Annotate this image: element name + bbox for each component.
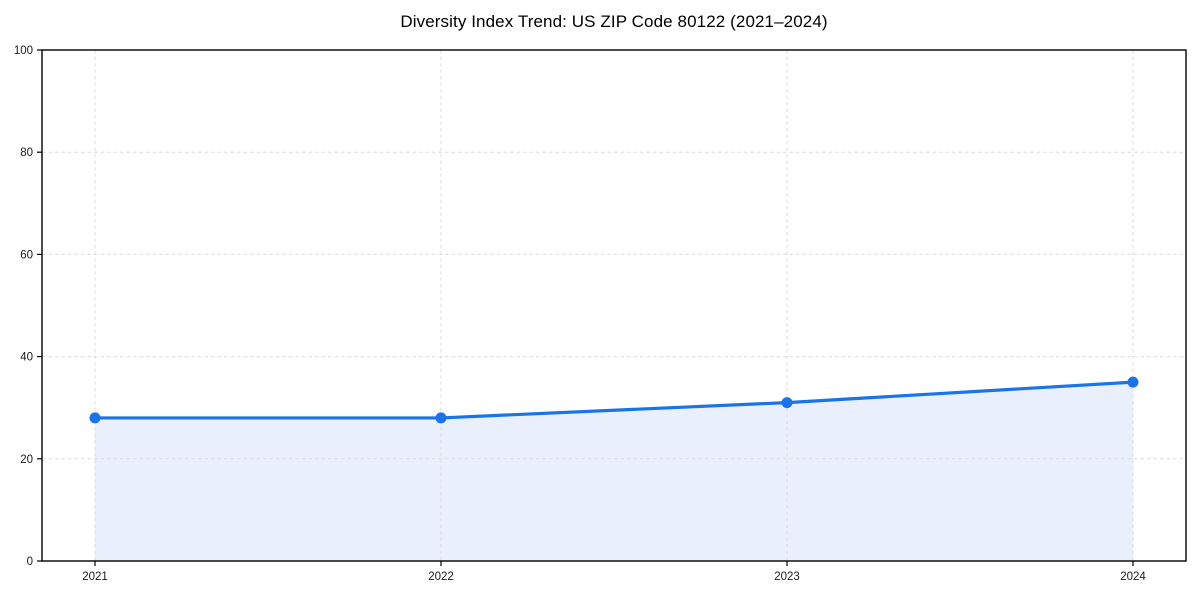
y-tick-label: 60 <box>20 249 33 261</box>
data-point <box>89 412 101 424</box>
data-point <box>781 397 793 409</box>
plot-border <box>41 49 1187 562</box>
y-tick-label: 20 <box>20 454 33 466</box>
data-point <box>1127 376 1139 388</box>
data-point <box>435 412 447 424</box>
y-tick-label: 0 <box>27 556 33 568</box>
y-tick-label: 80 <box>20 147 33 159</box>
area-fill <box>95 382 1133 561</box>
chart-title: Diversity Index Trend: US ZIP Code 80122… <box>400 12 828 31</box>
x-tick-label: 2023 <box>774 571 800 583</box>
x-tick-label: 2021 <box>82 571 108 583</box>
x-tick-label: 2022 <box>428 571 454 583</box>
y-tick-label: 40 <box>20 352 33 364</box>
y-tick-label: 100 <box>14 45 33 57</box>
x-tick-label: 2024 <box>1120 571 1146 583</box>
series-line <box>93 380 1135 420</box>
